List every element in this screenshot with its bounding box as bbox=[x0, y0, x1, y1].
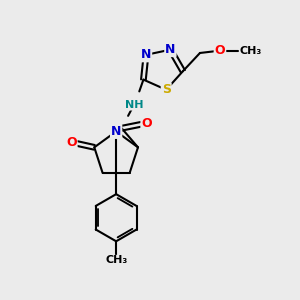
Text: O: O bbox=[141, 117, 152, 130]
Text: S: S bbox=[162, 83, 171, 96]
Text: CH₃: CH₃ bbox=[105, 255, 127, 266]
Text: N: N bbox=[165, 43, 176, 56]
Text: N: N bbox=[111, 125, 121, 138]
Text: NH: NH bbox=[125, 100, 143, 110]
Text: CH₃: CH₃ bbox=[240, 46, 262, 56]
Text: N: N bbox=[141, 48, 151, 61]
Text: O: O bbox=[214, 44, 225, 57]
Text: O: O bbox=[66, 136, 76, 149]
